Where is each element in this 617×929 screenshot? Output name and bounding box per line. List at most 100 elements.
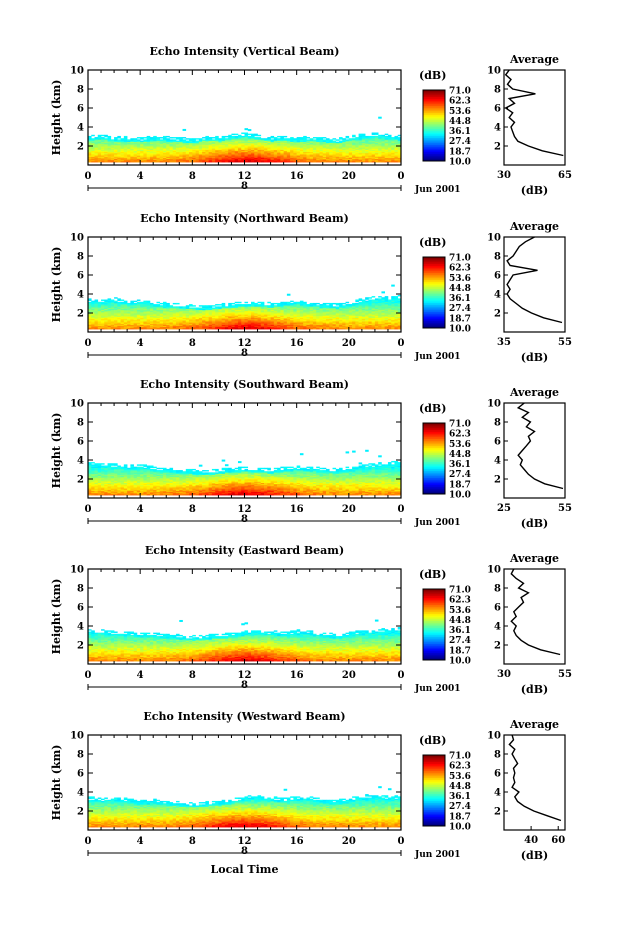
heatmap-cell bbox=[254, 157, 258, 160]
heatmap-cell bbox=[149, 151, 154, 154]
heatmap-cell bbox=[114, 306, 118, 308]
heatmap-cell bbox=[303, 148, 307, 150]
colorbar-segment bbox=[423, 91, 445, 94]
heatmap-cell bbox=[241, 322, 245, 324]
heatmap-cell bbox=[159, 313, 164, 315]
heatmap-cell bbox=[97, 466, 102, 469]
heatmap-cell bbox=[192, 321, 196, 323]
heatmap-cell bbox=[339, 150, 343, 153]
heatmap-cell bbox=[394, 310, 399, 313]
heatmap-cell bbox=[97, 305, 102, 307]
heatmap-cell bbox=[123, 156, 128, 158]
heatmap-cell bbox=[176, 309, 180, 312]
heatmap-cell bbox=[368, 322, 372, 324]
heatmap-cell bbox=[136, 326, 141, 329]
heatmap-cell bbox=[130, 153, 134, 155]
heatmap-cell bbox=[107, 142, 112, 145]
heatmap-cell bbox=[374, 138, 379, 140]
heatmap-cell bbox=[123, 141, 128, 144]
heatmap-cell bbox=[397, 142, 402, 145]
heatmap-cell bbox=[97, 484, 102, 487]
heatmap-cell bbox=[136, 309, 141, 312]
heatmap-cell bbox=[120, 315, 125, 317]
heatmap-cell bbox=[387, 153, 392, 155]
heatmap-cell bbox=[182, 316, 187, 319]
heatmap-cell bbox=[267, 321, 271, 323]
heatmap-cell bbox=[358, 318, 363, 321]
heatmap-cell bbox=[211, 140, 216, 142]
heatmap-cell bbox=[293, 309, 297, 312]
heatmap-cell bbox=[234, 328, 239, 330]
heatmap-cell bbox=[101, 494, 105, 496]
heatmap-cell bbox=[107, 326, 112, 329]
heatmap-cell bbox=[140, 309, 144, 312]
heatmap-cell bbox=[296, 324, 301, 327]
heatmap-cell bbox=[384, 304, 389, 306]
colorbar-segment bbox=[423, 111, 445, 114]
heatmap-cell bbox=[228, 135, 232, 138]
heatmap-cell bbox=[127, 143, 131, 146]
heatmap-cell bbox=[94, 154, 99, 156]
heatmap-cell bbox=[368, 317, 372, 320]
heatmap-cell bbox=[169, 314, 174, 316]
heatmap-cell bbox=[146, 150, 151, 153]
heatmap-cell bbox=[166, 304, 170, 306]
heatmap-cell bbox=[342, 326, 346, 329]
heatmap-cell bbox=[365, 138, 369, 140]
heatmap-cell bbox=[296, 314, 301, 316]
heatmap-cell bbox=[387, 312, 392, 314]
heatmap-cell bbox=[270, 140, 275, 142]
heatmap-cell bbox=[156, 316, 161, 319]
heatmap-cell bbox=[241, 305, 245, 307]
heatmap-cell bbox=[332, 325, 337, 328]
heatmap-cell bbox=[290, 158, 294, 161]
heatmap-cell bbox=[309, 142, 314, 145]
heatmap-cell bbox=[365, 318, 369, 321]
profile-frame bbox=[503, 69, 566, 166]
heatmap-cell bbox=[267, 150, 271, 153]
heatmap-cell bbox=[159, 156, 164, 158]
heatmap-cell bbox=[378, 325, 382, 328]
heatmap-cell bbox=[218, 315, 222, 317]
heatmap-cell bbox=[120, 489, 125, 491]
heatmap-cell bbox=[166, 158, 170, 161]
heatmap-cell bbox=[355, 147, 359, 149]
heatmap-cell bbox=[391, 308, 395, 311]
heatmap-cell bbox=[391, 145, 395, 147]
heatmap-cell bbox=[228, 308, 232, 311]
heatmap-cell bbox=[309, 155, 314, 157]
heatmap-cell bbox=[306, 143, 311, 146]
heatmap-cell bbox=[133, 307, 138, 309]
heatmap-cell bbox=[110, 491, 115, 494]
heatmap-cell bbox=[146, 304, 151, 306]
heatmap-cell bbox=[91, 300, 95, 303]
heatmap-cell bbox=[387, 147, 392, 149]
heatmap-cell bbox=[101, 147, 105, 149]
heatmap-cell bbox=[303, 140, 307, 142]
heatmap-cell bbox=[387, 320, 392, 322]
heatmap-cell bbox=[280, 323, 284, 325]
heatmap-cell bbox=[273, 313, 278, 315]
heatmap-cell bbox=[162, 326, 167, 329]
heatmap-cell bbox=[162, 148, 167, 150]
heatmap-cell bbox=[162, 157, 167, 160]
heatmap-cell bbox=[244, 320, 249, 322]
heatmap-cell bbox=[101, 157, 105, 160]
heatmap-cell bbox=[293, 141, 297, 144]
heatmap-cell bbox=[166, 305, 170, 307]
heatmap-cell bbox=[345, 151, 350, 154]
heatmap-cell bbox=[257, 306, 262, 308]
heatmap-cell bbox=[326, 154, 330, 156]
heatmap-cell bbox=[387, 148, 392, 150]
heatmap-cell bbox=[143, 300, 147, 303]
heatmap-cell bbox=[264, 155, 268, 157]
heatmap-cell bbox=[120, 161, 125, 163]
heatmap-cell bbox=[224, 314, 229, 316]
heatmap-cell bbox=[348, 308, 353, 311]
heatmap-cell bbox=[162, 141, 167, 144]
heatmap-cell bbox=[114, 326, 118, 329]
heatmap-cell bbox=[91, 489, 95, 491]
heatmap-cell bbox=[208, 308, 213, 311]
heatmap-cell bbox=[192, 312, 196, 314]
heatmap-cell bbox=[260, 154, 265, 156]
